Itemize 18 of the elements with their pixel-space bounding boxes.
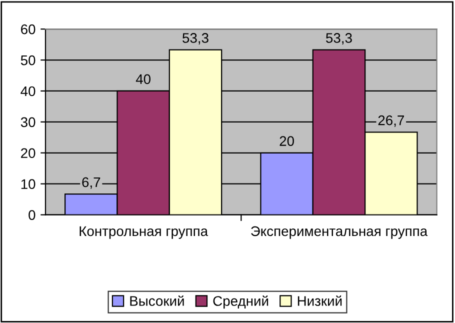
y-tick-label: 0 [28,210,36,220]
x-tick-label: Экспериментальная группа [251,226,428,239]
y-tick-label: 60 [21,24,36,34]
data-label: 53,3 [326,33,352,45]
y-tick-label: 20 [21,148,36,158]
data-label: 26,7 [378,115,404,127]
y-tick-label: 30 [20,117,36,128]
data-label: 20 [280,136,294,146]
x-tick-label: Контрольная группа [80,226,208,239]
legend-label: Низкий [298,295,342,306]
y-tick-label: 10 [21,179,36,190]
legend-label: Средний [213,295,268,309]
legend-label: Высокий [130,295,184,306]
y-tick-label: 40 [20,86,36,96]
data-label: 40 [136,74,151,84]
data-label: 6,7 [82,177,100,189]
data-label: 53,3 [182,33,208,45]
y-tick-label: 50 [20,55,36,66]
